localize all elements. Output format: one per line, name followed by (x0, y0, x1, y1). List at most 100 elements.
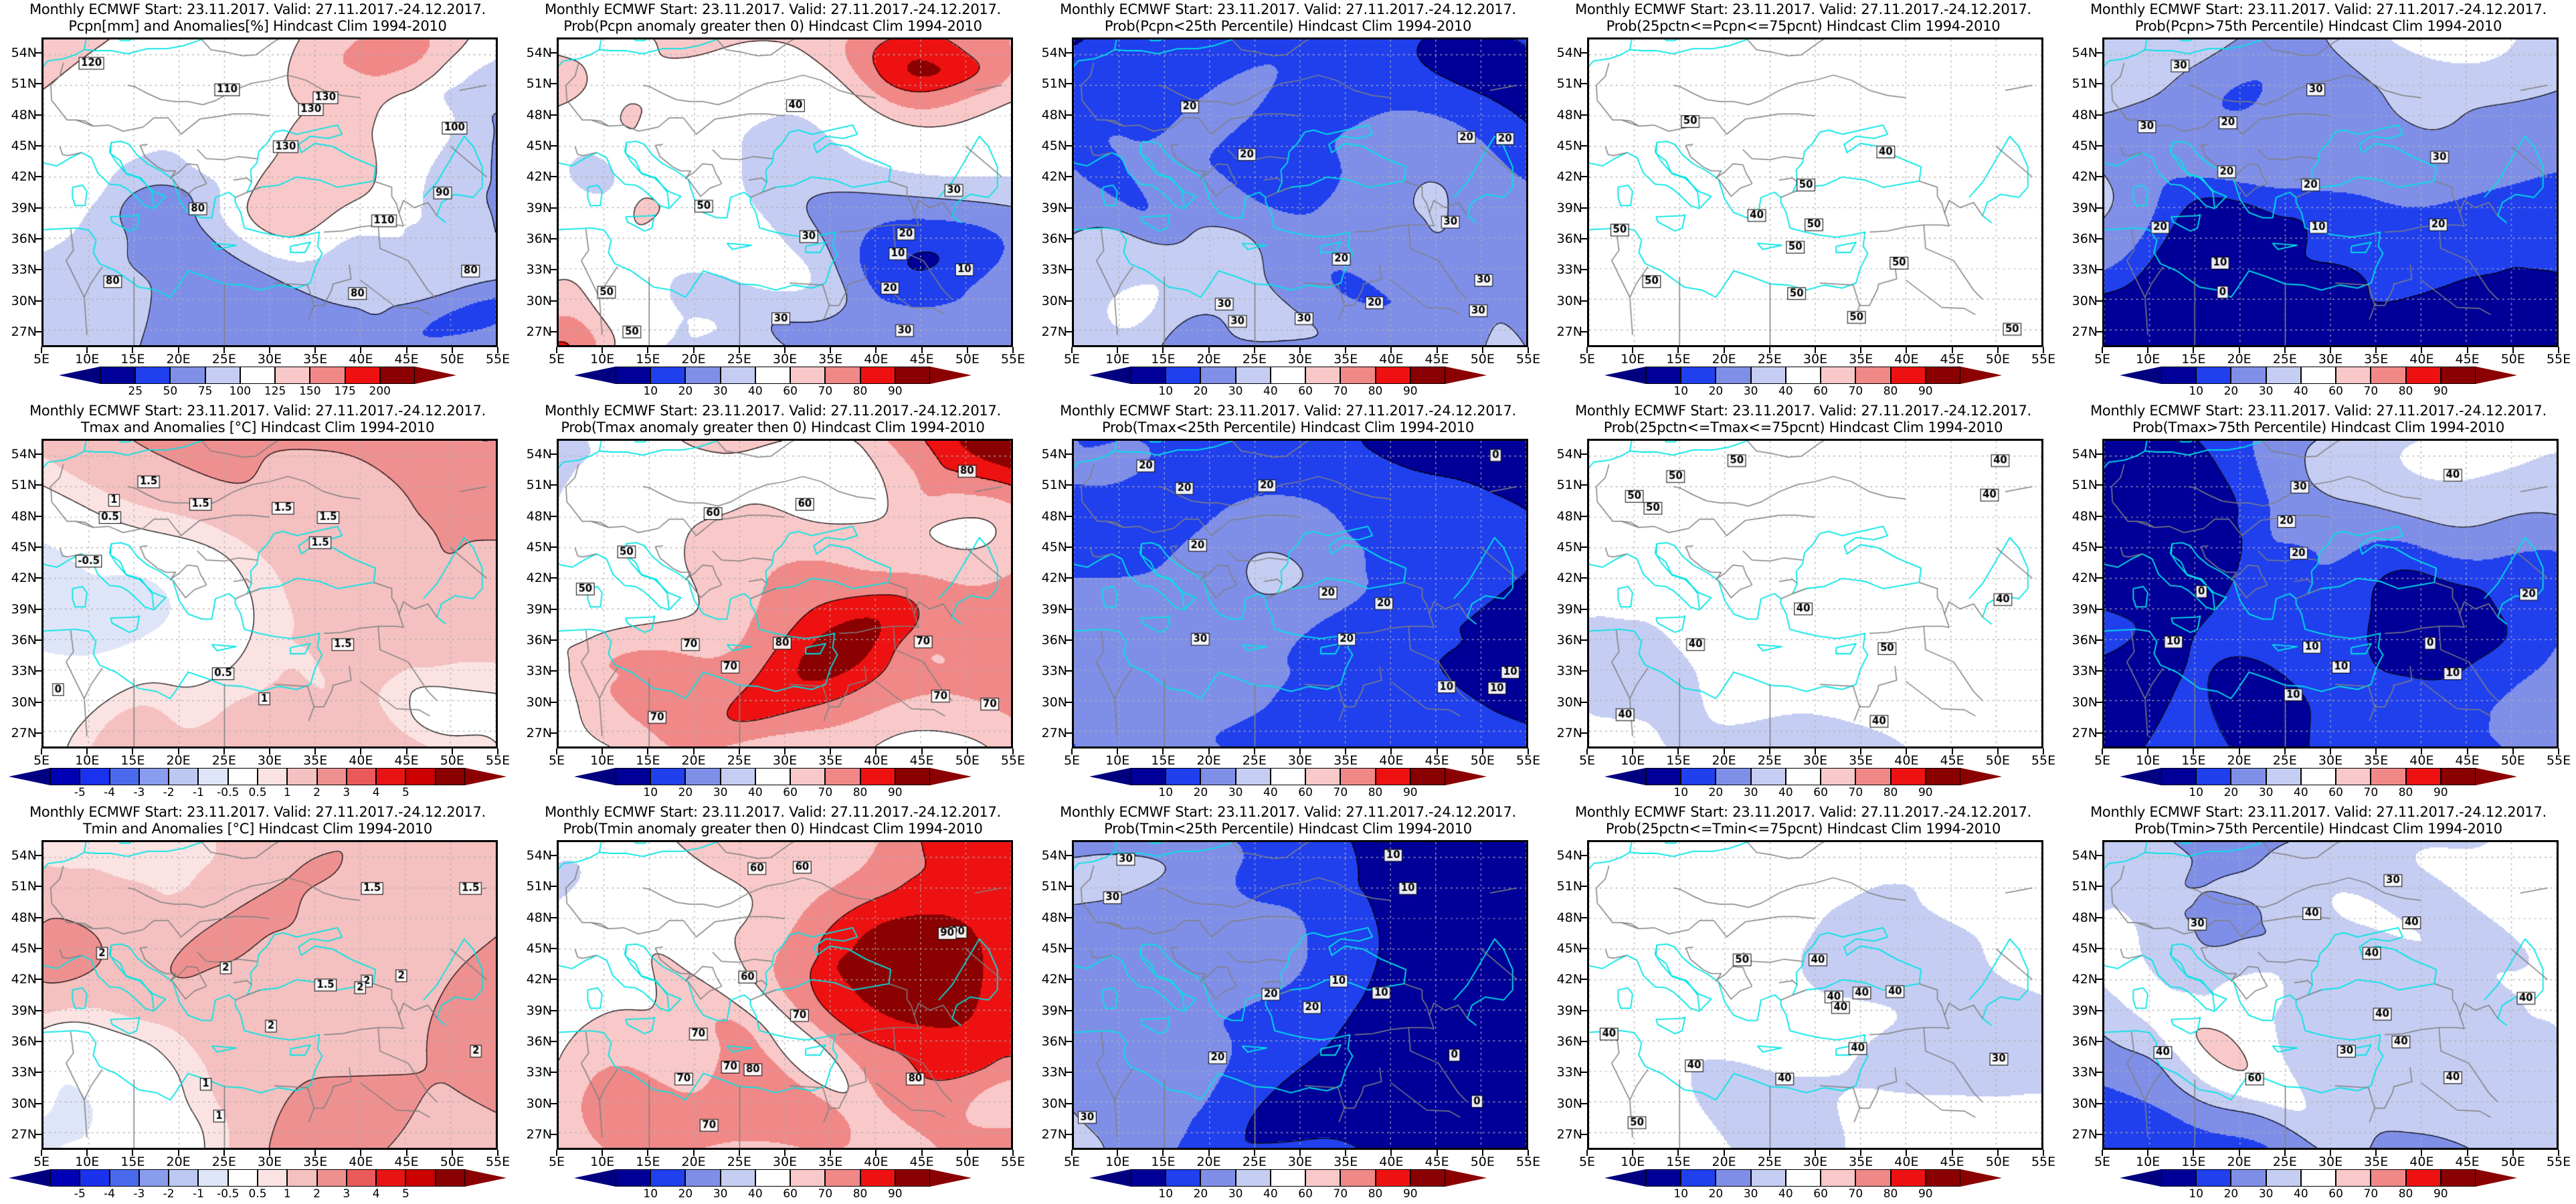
colorbar-swatch (1890, 1169, 1926, 1187)
map-panel-p10: Monthly ECMWF Start: 23.11.2017. Valid: … (2061, 401, 2576, 803)
lat-label: 51N (1556, 879, 1582, 894)
lat-tick (1066, 916, 1072, 918)
colorbar-tick-label: 40 (2294, 786, 2308, 799)
lon-tick (1723, 1150, 1725, 1156)
colorbar-swatch (2266, 768, 2301, 785)
lon-tick (405, 748, 407, 755)
colorbar-swatch (895, 1169, 930, 1187)
colorbar-scale: 10 20 30 40 60 70 80 90 (1604, 1169, 2002, 1201)
map-frame (41, 840, 498, 1150)
lat-tick (35, 916, 41, 918)
panel-title: Monthly ECMWF Start: 23.11.2017. Valid: … (1030, 804, 1546, 837)
lon-label: 40E (2409, 753, 2434, 768)
colorbar-swatch (1375, 768, 1410, 785)
lon-tick (1815, 347, 1816, 353)
lon-label: 25E (211, 352, 236, 367)
lon-label: 25E (727, 753, 751, 768)
colorbar-tick-label: 70 (818, 1187, 833, 1201)
lon-label: 55E (2546, 753, 2571, 768)
lat-tick (35, 577, 41, 579)
lat-label: 39N (1041, 1003, 1067, 1018)
lat-label: 54N (2072, 447, 2098, 462)
lon-label: 55E (1000, 753, 1026, 768)
lat-label: 51N (11, 76, 37, 92)
lon-label: 50E (1470, 352, 1495, 367)
lon-label: 10E (1105, 753, 1130, 768)
panel-title-line1: Monthly ECMWF Start: 23.11.2017. Valid: … (1060, 1, 1516, 17)
lat-tick (1581, 484, 1587, 486)
colorbar-extend-low (1089, 1169, 1131, 1187)
map-area[interactable]: 54N 51N 48N 45N 42N 39N 36N 33N 30N 27N 5E 10E 15E 20… (11, 439, 510, 768)
lat-label: 51N (2072, 879, 2098, 894)
colorbar-swatch (376, 768, 406, 785)
map-area[interactable]: 54N 51N 48N 45N 42N 39N 36N 33N 30N 27N 5E 10E 15E 20… (1557, 840, 2055, 1169)
lat-label: 39N (1041, 601, 1067, 617)
panel-title-line1: Monthly ECMWF Start: 23.11.2017. Valid: … (545, 403, 1001, 419)
map-area[interactable]: 54N 51N 48N 45N 42N 39N 36N 33N 30N 27N 5E 10E 15E 20… (527, 439, 1025, 768)
map-area[interactable]: 54N 51N 48N 45N 42N 39N 36N 33N 30N 27N 5E 10E 15E 20… (11, 840, 510, 1169)
map-area[interactable]: 54N 51N 48N 45N 42N 39N 36N 33N 30N 27N 5E 10E 15E 20… (2072, 37, 2571, 367)
lon-label: 20E (681, 352, 706, 367)
colorbar-swatch (860, 1169, 895, 1187)
map-area[interactable]: 54N 51N 48N 45N 42N 39N 36N 33N 30N 27N 5E 10E 15E 20… (1557, 37, 2055, 367)
colorbar-tick-label: 70 (2363, 786, 2379, 799)
lat-tick (35, 855, 41, 857)
colorbar-swatch (109, 1169, 139, 1187)
map-area[interactable]: 54N 51N 48N 45N 42N 39N 36N 33N 30N 27N 5E 10E 15E 20… (2072, 439, 2571, 768)
lon-label: 25E (1242, 352, 1267, 367)
colorbar-tick-label: 40 (2294, 1187, 2308, 1201)
colorbar-tick-label: 80 (1368, 786, 1383, 799)
map-frame (2102, 37, 2559, 347)
colorbar-swatch (825, 768, 860, 785)
lon-tick (1117, 347, 1119, 353)
lon-tick (1481, 347, 1483, 353)
map-area[interactable]: 54N 51N 48N 45N 42N 39N 36N 33N 30N 27N 5E 10E 15E 20… (527, 840, 1025, 1169)
lon-label: 35E (818, 352, 843, 367)
lon-tick (177, 1150, 179, 1156)
lon-tick (1012, 748, 1014, 755)
lon-label: 35E (1333, 1155, 1358, 1169)
colorbar-probability-percent: 10 20 30 40 60 70 80 90 (515, 367, 1030, 399)
colorbar-tick-label: 90 (1918, 1187, 1933, 1201)
lat-label: 36N (2072, 231, 2098, 246)
colorbar-scale: 25 50 75 100 125 150 175 200 (59, 367, 456, 398)
lon-tick (1528, 748, 1529, 755)
lon-label: 25E (1242, 753, 1267, 768)
contour-field-tmin_p25 (1074, 842, 1526, 1148)
colorbar-scale: 10 20 30 40 60 70 80 90 (574, 367, 972, 398)
lat-tick (35, 546, 41, 548)
lat-label: 27N (11, 1126, 37, 1142)
colorbar-swatch (1305, 1169, 1341, 1187)
lon-tick (966, 1150, 968, 1156)
lat-tick (2096, 577, 2102, 579)
map-area[interactable]: 54N 51N 48N 45N 42N 39N 36N 33N 30N 27N 5E 10E 15E 20… (1042, 439, 1540, 768)
lon-label: 35E (303, 352, 328, 367)
map-panel-p2: Monthly ECMWF Start: 23.11.2017. Valid: … (515, 0, 1030, 401)
colorbar-swatch (1375, 367, 1410, 384)
lat-label: 33N (1041, 262, 1067, 278)
lon-label: 20E (2227, 1155, 2251, 1169)
lat-tick (551, 948, 557, 950)
lat-tick (1066, 1102, 1072, 1104)
map-area[interactable]: 54N 51N 48N 45N 42N 39N 36N 33N 30N 27N 5E 10E 15E 20… (527, 37, 1025, 367)
lat-tick (35, 176, 41, 178)
map-area[interactable]: 54N 51N 48N 45N 42N 39N 36N 33N 30N 27N 5E 10E 15E 20… (11, 37, 510, 367)
lon-tick (830, 748, 832, 755)
lon-tick (360, 347, 362, 353)
colorbar-swatch (1855, 367, 1891, 384)
map-area[interactable]: 54N 51N 48N 45N 42N 39N 36N 33N 30N 27N 5E 10E 15E 20… (1042, 37, 1540, 367)
map-area[interactable]: 54N 51N 48N 45N 42N 39N 36N 33N 30N 27N 5E 10E 15E 20… (1042, 840, 1540, 1169)
colorbar-probability-percent: 10 20 30 40 60 70 80 90 (1030, 367, 1546, 399)
map-area[interactable]: 54N 51N 48N 45N 42N 39N 36N 33N 30N 27N 5E 10E 15E 20… (2072, 840, 2571, 1169)
lon-label: 30E (772, 753, 798, 768)
lon-label: 10E (1621, 1155, 1645, 1169)
lat-label: 33N (1041, 664, 1067, 679)
lat-tick (1066, 577, 1072, 579)
lon-tick (2284, 1150, 2286, 1156)
map-panel-p8: Monthly ECMWF Start: 23.11.2017. Valid: … (1030, 401, 1546, 803)
lon-tick (497, 347, 498, 353)
lon-label: 40E (1379, 753, 1404, 768)
colorbar-swatch (1785, 1169, 1821, 1187)
lon-tick (647, 1150, 649, 1156)
map-area[interactable]: 54N 51N 48N 45N 42N 39N 36N 33N 30N 27N 5E 10E 15E 20… (1557, 439, 2055, 768)
